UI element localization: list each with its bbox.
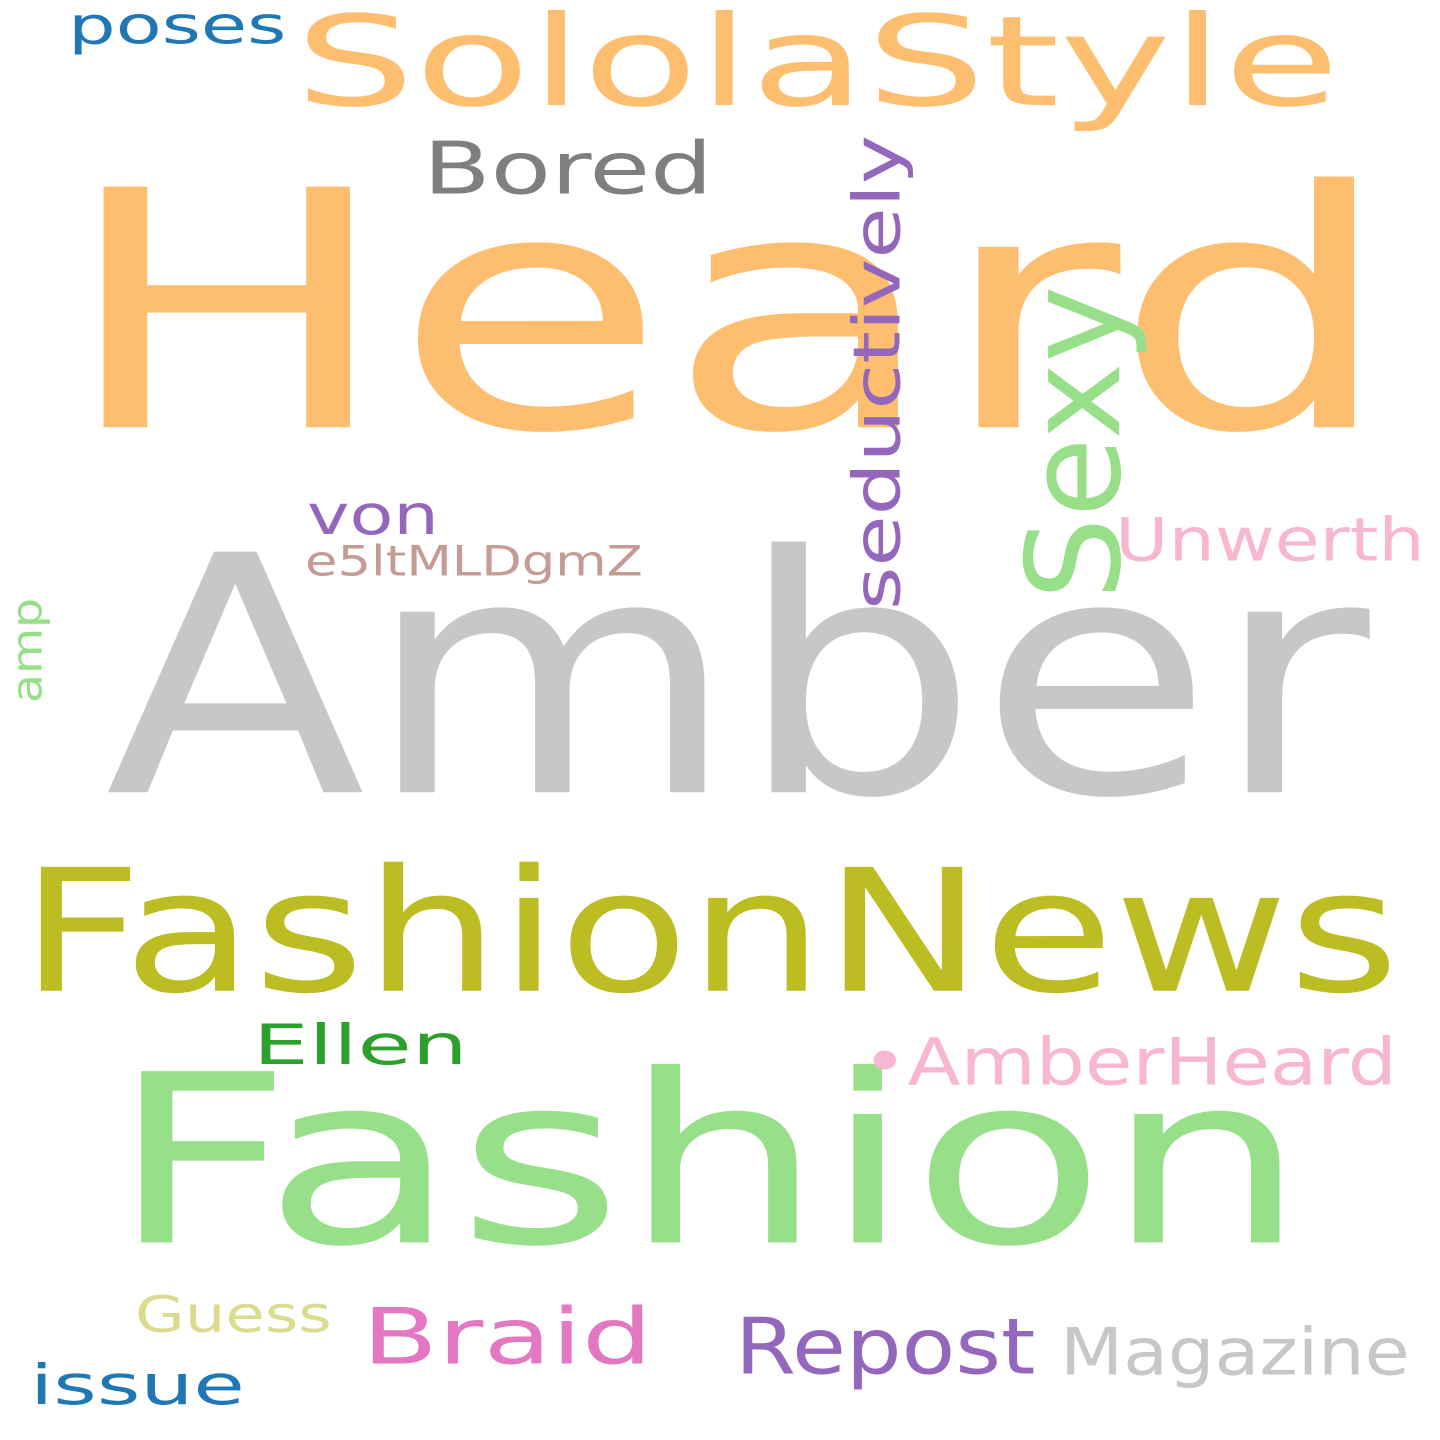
word-unwerth: Unwerth bbox=[1115, 504, 1425, 575]
word-von: von bbox=[307, 483, 439, 548]
word-seductively: seductively bbox=[839, 134, 916, 610]
word-heard: Heard bbox=[60, 120, 1395, 507]
word-braid: Braid bbox=[362, 1290, 653, 1383]
word-bored: Bored bbox=[423, 126, 713, 211]
word-fashionnews: FashionNews bbox=[20, 832, 1400, 1032]
word-magazine: Magazine bbox=[1060, 1314, 1410, 1391]
word-repost: Repost bbox=[735, 1300, 1036, 1393]
word-ellen: Ellen bbox=[253, 1013, 468, 1078]
word-sololastyle: SololaStyle bbox=[295, 0, 1340, 135]
word-poses: poses bbox=[68, 0, 287, 57]
word-amberheard: •AmberHeard bbox=[862, 1024, 1397, 1101]
word-amp: amp bbox=[2, 597, 52, 703]
word-guess: Guess bbox=[135, 1285, 332, 1344]
word-e5ltmldgmz: e5ltMLDgmZ bbox=[305, 536, 643, 586]
word-fashion: Fashion bbox=[110, 1023, 1307, 1299]
word-issue: issue bbox=[30, 1353, 245, 1418]
word-amber: Amber bbox=[105, 485, 1370, 872]
